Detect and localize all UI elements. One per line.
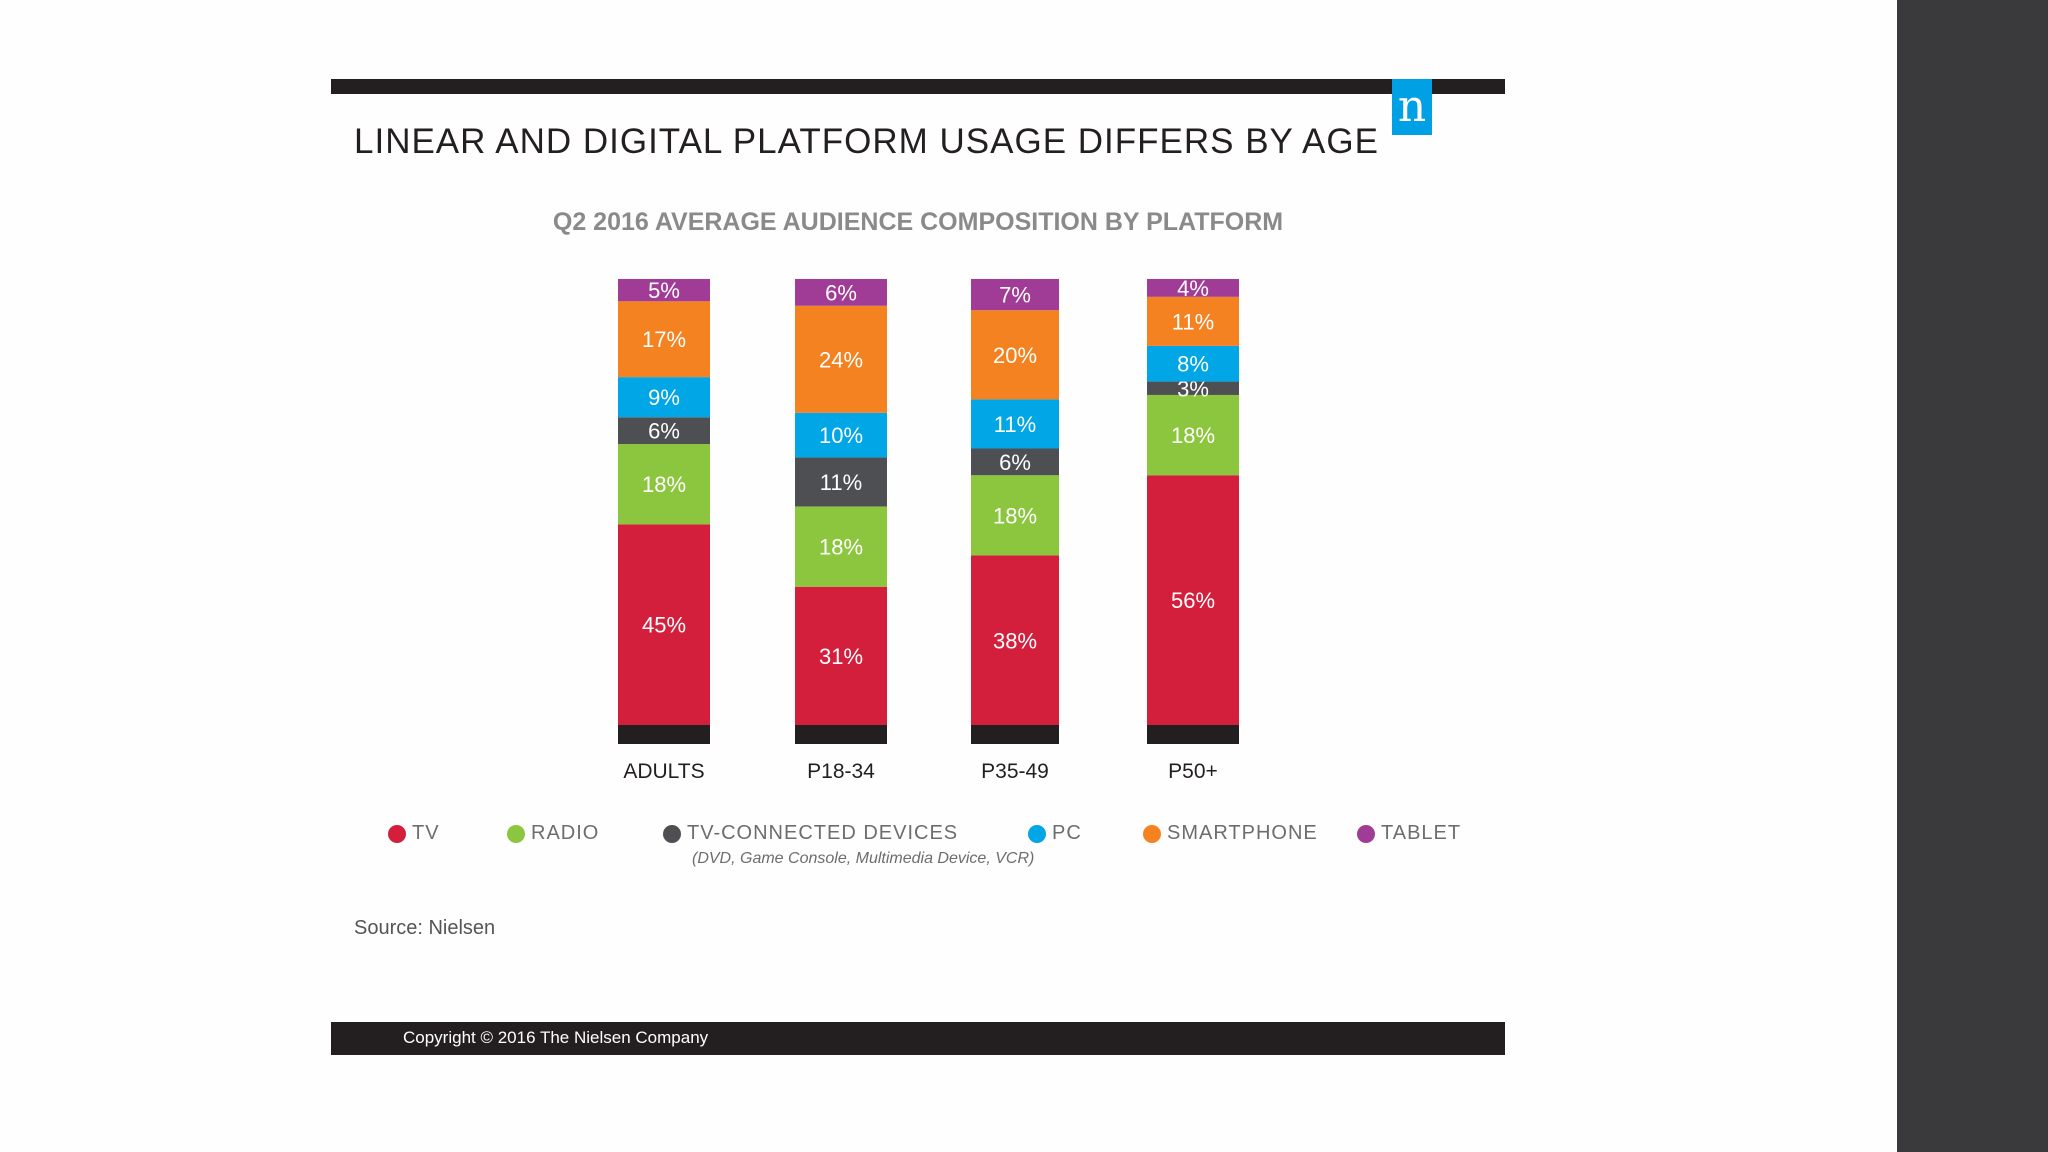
legend-label-radio: RADIO — [531, 822, 600, 844]
bar-segment-p35-49-tv-connected-devices — [971, 448, 1059, 476]
legend-item-smartphone: SMARTPHONE — [1143, 822, 1318, 845]
data-label-p35-49-tv: 38% — [993, 628, 1037, 653]
chart-title: Q2 2016 AVERAGE AUDIENCE COMPOSITION BY … — [552, 208, 1284, 236]
bar-segment-p18-34-radio — [795, 506, 887, 587]
data-label-p18-34-tv-connected-devices: 11% — [820, 470, 862, 495]
bar-segment-p35-49-tv — [971, 555, 1059, 725]
bar-segment-adults-tv-connected-devices — [618, 417, 710, 445]
copyright: Copyright © 2016 The Nielsen Company — [403, 1028, 709, 1047]
bar-segment-adults-pc — [618, 377, 710, 418]
bar-base-p18-34 — [795, 725, 887, 744]
legend-item-radio: RADIO — [507, 822, 599, 845]
legend-dot-smartphone-icon — [1143, 824, 1161, 843]
chart: 45% 18% 6% 9% 17% 5% ADULTS 31% 18% 11% 10% 24% 6% P1… — [618, 276, 1239, 783]
legend-dot-tv-connected-icon — [663, 824, 681, 843]
bar-base-p35-49 — [971, 725, 1059, 744]
bar-segment-p50-radio — [1147, 394, 1239, 476]
data-label-p18-34-smartphone: 24% — [819, 347, 863, 372]
data-label-adults-pc: 9% — [648, 385, 680, 410]
data-label-p35-49-smartphone: 20% — [993, 343, 1037, 368]
bar-segment-adults-smartphone — [618, 301, 710, 378]
bar-segment-p50-tv — [1147, 475, 1239, 725]
legend-label-tv: TV — [412, 822, 440, 844]
category-label-adults: ADULTS — [623, 760, 704, 783]
data-label-p35-49-tablet: 7% — [999, 283, 1031, 308]
data-label-p50-tv: 56% — [1171, 588, 1215, 613]
viewer-sidebar — [1897, 0, 2048, 1152]
legend-item-tv-connected: TV-CONNECTED DEVICES — [663, 822, 958, 845]
legend-label-tv-connected: TV-CONNECTED DEVICES — [687, 822, 959, 844]
legend-item-pc: PC — [1028, 822, 1082, 845]
data-label-p50-smartphone: 11% — [1172, 309, 1214, 334]
legend-label-pc: PC — [1052, 822, 1082, 844]
data-label-p18-34-tablet: 6% — [825, 280, 857, 305]
data-label-p18-34-pc: 10% — [819, 423, 863, 448]
bar-segment-p18-34-tablet — [795, 279, 887, 306]
category-label-p50: P50+ — [1168, 760, 1218, 783]
bar-segment-p35-49-pc — [971, 399, 1059, 449]
data-label-p35-49-radio: 18% — [993, 503, 1037, 528]
slide-title: LINEAR AND DIGITAL PLATFORM USAGE DIFFER… — [354, 122, 1379, 161]
legend-item-tablet: TABLET — [1357, 822, 1461, 845]
legend-dot-radio-icon — [507, 824, 525, 843]
legend-dot-tablet-icon — [1357, 824, 1375, 843]
bar-segment-adults-tv — [618, 524, 710, 725]
nielsen-logo: n — [1392, 79, 1432, 135]
bar-segment-p50-tv-connected-devices — [1147, 381, 1239, 395]
bar-segment-p35-49-tablet — [971, 279, 1059, 311]
footer-bar: Copyright © 2016 The Nielsen Company — [331, 1022, 1505, 1055]
data-label-adults-tablet: 5% — [648, 278, 680, 303]
data-label-adults-tv: 45% — [642, 613, 686, 638]
bar-segment-p50-smartphone — [1147, 296, 1239, 346]
bar-segment-adults-tablet — [618, 279, 710, 302]
slide: n LINEAR AND DIGITAL PLATFORM USAGE DIFF… — [331, 79, 1505, 1055]
data-label-p18-34-radio: 18% — [819, 535, 863, 560]
bar-segment-p18-34-smartphone — [795, 305, 887, 413]
legend-note: (DVD, Game Console, Multimedia Device, V… — [692, 850, 1035, 867]
data-label-p35-49-tv-connected-devices: 6% — [999, 450, 1031, 475]
data-label-p50-tablet: 4% — [1177, 276, 1209, 301]
legend-item-tv: TV — [388, 822, 440, 845]
legend: TV RADIO TV-CONNECTED DEVICES PC SMARTPH… — [388, 822, 1488, 862]
legend-label-smartphone: SMARTPHONE — [1167, 822, 1318, 844]
data-label-p50-pc: 8% — [1177, 352, 1209, 377]
top-bar — [331, 79, 1505, 94]
data-label-p18-34-tv: 31% — [819, 644, 863, 669]
bar-segment-p35-49-smartphone — [971, 310, 1059, 400]
bar-segment-p18-34-tv-connected-devices — [795, 457, 887, 507]
legend-dot-tv-icon — [388, 824, 406, 843]
bar-base-adults — [618, 725, 710, 744]
legend-label-tablet: TABLET — [1381, 822, 1462, 844]
category-label-p18-34: P18-34 — [807, 760, 875, 783]
bar-segment-p50-tablet — [1147, 279, 1239, 297]
legend-dot-pc-icon — [1028, 824, 1046, 843]
data-label-adults-tv-connected-devices: 6% — [648, 419, 680, 444]
data-label-p35-49-pc: 11% — [994, 412, 1036, 437]
bar-segment-p50-pc — [1147, 345, 1239, 382]
bar-segment-p18-34-tv — [795, 586, 887, 725]
source-note: Source: Nielsen — [354, 917, 496, 939]
bar-base-p50 — [1147, 725, 1239, 744]
data-label-adults-smartphone: 17% — [642, 327, 686, 352]
bar-segment-p35-49-radio — [971, 475, 1059, 556]
bar-segment-p18-34-pc — [795, 412, 887, 458]
bar-segment-adults-radio — [618, 444, 710, 525]
category-label-p35-49: P35-49 — [981, 760, 1049, 783]
data-label-adults-radio: 18% — [642, 472, 686, 497]
data-label-p50-radio: 18% — [1171, 423, 1215, 448]
